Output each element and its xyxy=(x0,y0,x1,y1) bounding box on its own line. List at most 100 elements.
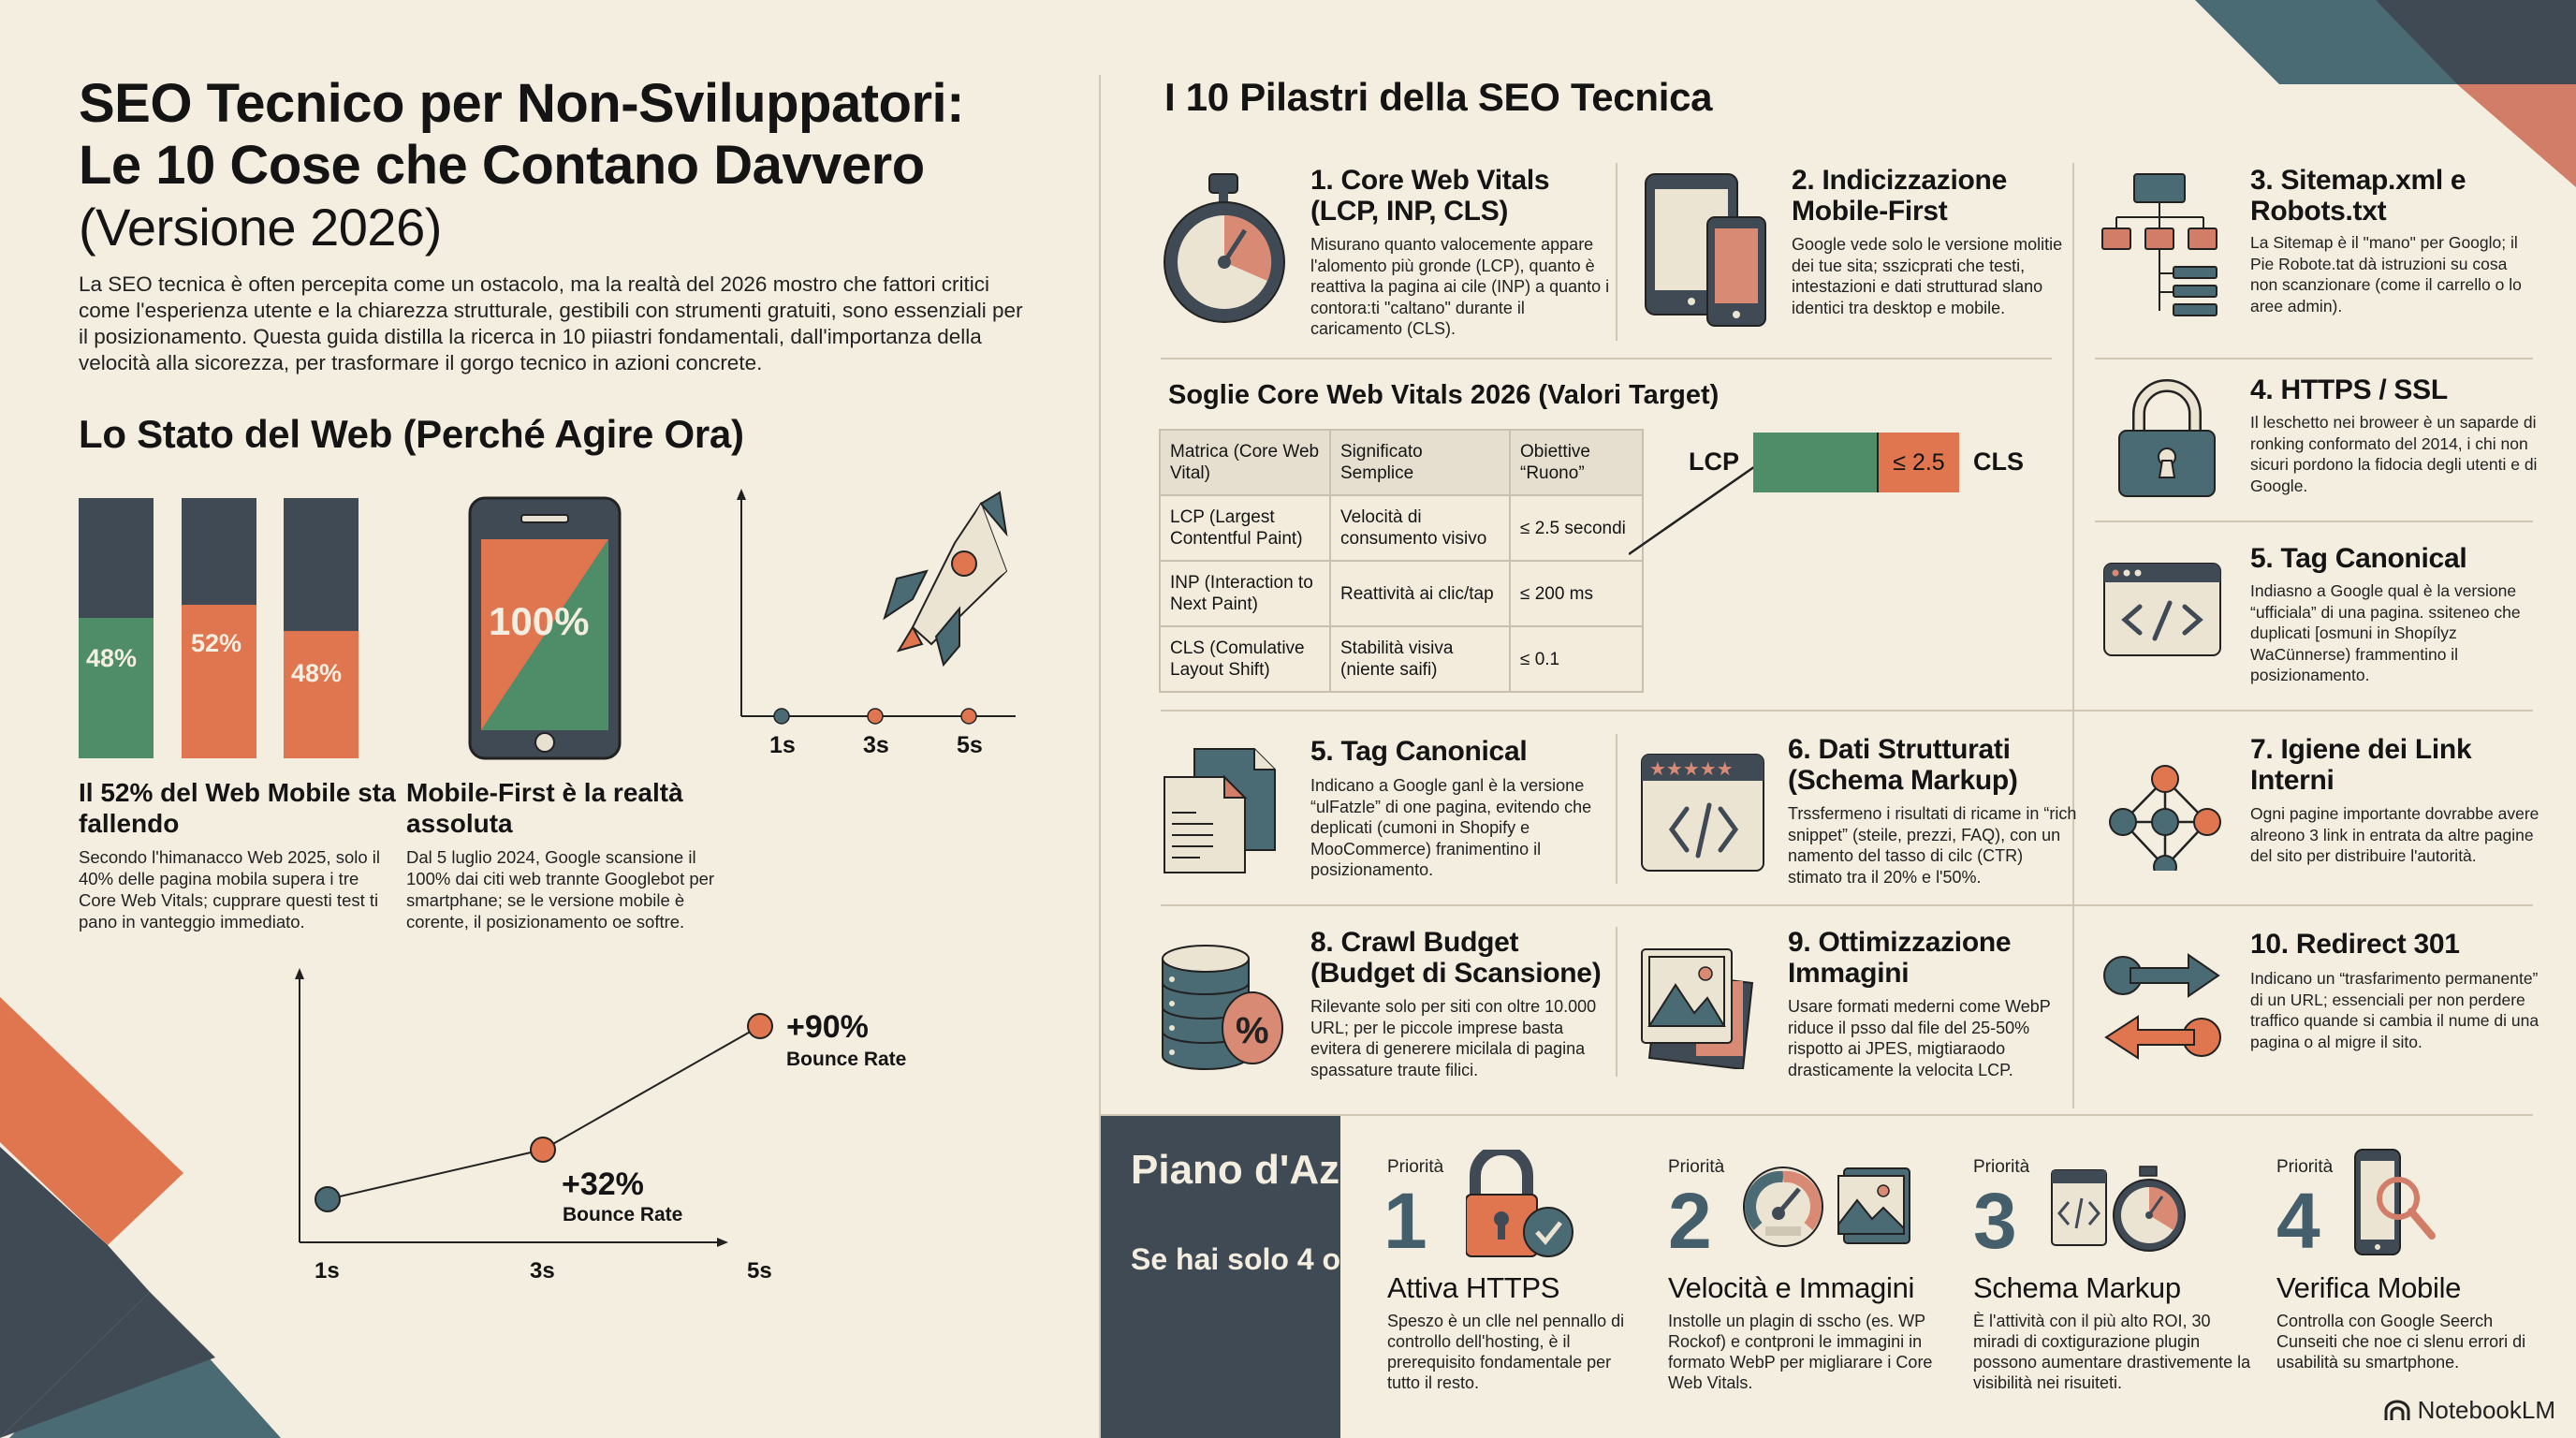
divider xyxy=(1616,163,1617,341)
svg-text:%: % xyxy=(1236,1010,1269,1051)
pillar-3-body: La Sitemap è il "mano" per Googlo; il Pi… xyxy=(2250,233,2522,315)
link-network-icon xyxy=(2109,765,2221,871)
pillar-8-body: Rilevante solo per siti con oltre 10.000… xyxy=(1310,997,1597,1079)
divider xyxy=(1161,358,2052,360)
rocket-speed-chart: 1s 3s 5s xyxy=(730,487,1020,768)
priority-1-label: Priorità xyxy=(1387,1157,1444,1177)
table-row: INP (Interaction to Next Paint) Reattivi… xyxy=(1159,560,1644,627)
padlock-icon xyxy=(2118,379,2216,497)
sitemap-tree-icon xyxy=(2101,170,2232,316)
bounce-x-label-1: 1s xyxy=(315,1258,340,1284)
pillar-4-title: 4. HTTPS / SSL xyxy=(2250,374,2448,405)
cell: Reattività ai clic/tap xyxy=(1329,560,1511,627)
images-icon xyxy=(1837,1167,1910,1244)
mobile-devices-icon xyxy=(1645,173,1766,327)
state-of-web-heading: Lo Stato del Web (Perché Agire Ora) xyxy=(79,412,744,456)
pillar-4-body: Il leschetto nei broweer è un saparde di… xyxy=(2250,413,2538,495)
mobile-search-icon xyxy=(2354,1149,2436,1255)
title-line-1: SEO Tecnico per Non-Sviluppatori: xyxy=(79,73,964,134)
intro-paragraph: La SEO tecnica è often percepita come un… xyxy=(79,272,1023,374)
pillar-3-title: 3. Sitemap.xml e Robots.txt xyxy=(2250,165,2466,227)
action-plan-title: Piano d'Azione: xyxy=(1131,1147,1439,1193)
pillar-2-title: 2. Indicizzazione Mobile-First xyxy=(1792,165,2007,227)
bar-1: 48% xyxy=(79,498,154,758)
gauge-divider xyxy=(1877,433,1879,492)
bar-3: 48% xyxy=(284,498,359,758)
bar-2-label: 52% xyxy=(191,629,242,657)
stat-2-title: Mobile-First è la realtà assoluta xyxy=(406,778,683,838)
cell: Stabilità visiva (niente saifi) xyxy=(1329,625,1511,693)
divider xyxy=(2072,163,2074,1108)
divider xyxy=(1616,734,1617,884)
priority-2-title: Velocità e Immagini xyxy=(1668,1271,1915,1304)
code-window-icon xyxy=(2103,563,2221,656)
bounce-point-2-value: +32% xyxy=(562,1167,644,1202)
cell: Velocità di consumento visivo xyxy=(1329,494,1511,562)
cwv-table-heading: Soglie Core Web Vitals 2026 (Valori Targ… xyxy=(1168,380,1720,410)
mobile-failing-bar-chart: 48% 52% 48% xyxy=(79,498,359,758)
priority-1-title: Attiva HTTPS xyxy=(1387,1271,1560,1304)
cell: ≤ 200 ms xyxy=(1509,560,1644,627)
pillar-9-title: 9. Ottimizzazione Immagini xyxy=(1788,927,2012,989)
gauge-right-label: CLS xyxy=(1973,448,2024,476)
col-header-target: Obiettive “Ruono” xyxy=(1509,429,1644,496)
stat-1-body: Secondo l'himanacco Web 2025, solo il 40… xyxy=(79,847,380,932)
gauge-left-label: LCP xyxy=(1689,448,1739,476)
priority-3-label: Priorità xyxy=(1973,1157,2030,1177)
pillar-2-body: Google vede solo le versione molitie dei… xyxy=(1792,235,2063,317)
col-header-meaning: Significato Semplice xyxy=(1329,429,1511,496)
bounce-point-3-value: +90% xyxy=(786,1009,869,1045)
column-divider xyxy=(1099,75,1101,1438)
bounce-point-3-label: Bounce Rate xyxy=(786,1049,907,1070)
notebooklm-brand: NotebookLM xyxy=(2384,1396,2555,1425)
pillar-7-title: 7. Igiene dei Link Interni xyxy=(2250,734,2472,796)
stopwatch-icon xyxy=(1164,173,1285,323)
action-plan-subtitle: Se hai solo 4 ore xyxy=(1131,1242,1369,1276)
priority-3-body: È l'attività con il più alto ROI, 30 mir… xyxy=(1973,1312,2251,1392)
title-line-2: Le 10 Cose che Contano Davvero xyxy=(79,135,925,196)
rocket-x-label-1: 1s xyxy=(769,732,796,758)
divider xyxy=(1101,1114,2533,1116)
cell: ≤ 2.5 secondi xyxy=(1509,494,1644,562)
smartphone-icon: 100% xyxy=(468,496,622,760)
svg-text:★★★★★: ★★★★★ xyxy=(1649,757,1734,780)
pillar-5-title: 5. Tag Canonical xyxy=(1310,736,1528,767)
pillar-9-body: Usare formati mederni come WebP riduce i… xyxy=(1788,997,2051,1079)
stat-2-body: Dal 5 luglio 2024, Google scansione il 1… xyxy=(406,847,715,932)
divider xyxy=(1161,710,2533,712)
cell: INP (Interaction to Next Paint) xyxy=(1159,560,1331,627)
divider xyxy=(1161,904,2533,906)
title-version: (Versione 2026) xyxy=(79,198,442,257)
bar-1-label: 48% xyxy=(86,644,138,672)
cell: CLS (Comulative Layout Shift) xyxy=(1159,625,1331,693)
pillar-5b-title: 5. Tag Canonical xyxy=(2250,543,2467,574)
pillars-heading: I 10 Pilastri della SEO Tecnica xyxy=(1164,75,1713,119)
divider xyxy=(2095,521,2533,522)
stat-1-title: Il 52% del Web Mobile sta fallendo xyxy=(79,778,396,838)
table-row: LCP (Largest Contentful Paint) Velocità … xyxy=(1159,494,1644,562)
priority-2-body: Instolle un plagin di sscho (es. WP Rock… xyxy=(1668,1312,1933,1392)
action-plan-panel xyxy=(1101,1116,1340,1438)
divider xyxy=(2095,358,2533,360)
lock-check-icon xyxy=(1466,1150,1573,1257)
pillar-7-body: Ogni pagine importante dovrabbe avere al… xyxy=(2250,804,2539,865)
database-percent-icon: % xyxy=(1162,945,1283,1070)
page-title: SEO Tecnico per Non-Sviluppatori: Le 10 … xyxy=(79,73,1061,258)
cell: LCP (Largest Contentful Paint) xyxy=(1159,494,1331,562)
star-rating-code-icon: ★★★★★ xyxy=(1641,754,1764,872)
bounce-x-label-3: 5s xyxy=(747,1258,772,1284)
speedometer-icon xyxy=(1743,1167,1823,1247)
table-row: CLS (Comulative Layout Shift) Stabilità … xyxy=(1159,625,1644,693)
priority-4-body: Controlla con Google Seerch Cunseiti che… xyxy=(2276,1312,2526,1372)
priority-3-title: Schema Markup xyxy=(1973,1271,2181,1304)
redirect-arrows-icon xyxy=(2103,953,2221,1060)
rocket-icon xyxy=(883,491,1008,668)
pillar-10-body: Indicano un “trasfarimento permanente” d… xyxy=(2250,969,2539,1051)
notebooklm-logo-icon xyxy=(2384,1400,2410,1420)
pillar-6-title: 6. Dati Strutturati (Schema Markup) xyxy=(1788,734,2018,796)
priority-2-number: 2 xyxy=(1668,1177,1712,1265)
col-header-metric: Matrica (Core Web Vital) xyxy=(1159,429,1331,496)
pillar-6-body: Trssfermeno i risultati di ricame in “ri… xyxy=(1788,804,2077,887)
gauge-good-segment xyxy=(1753,433,1877,492)
